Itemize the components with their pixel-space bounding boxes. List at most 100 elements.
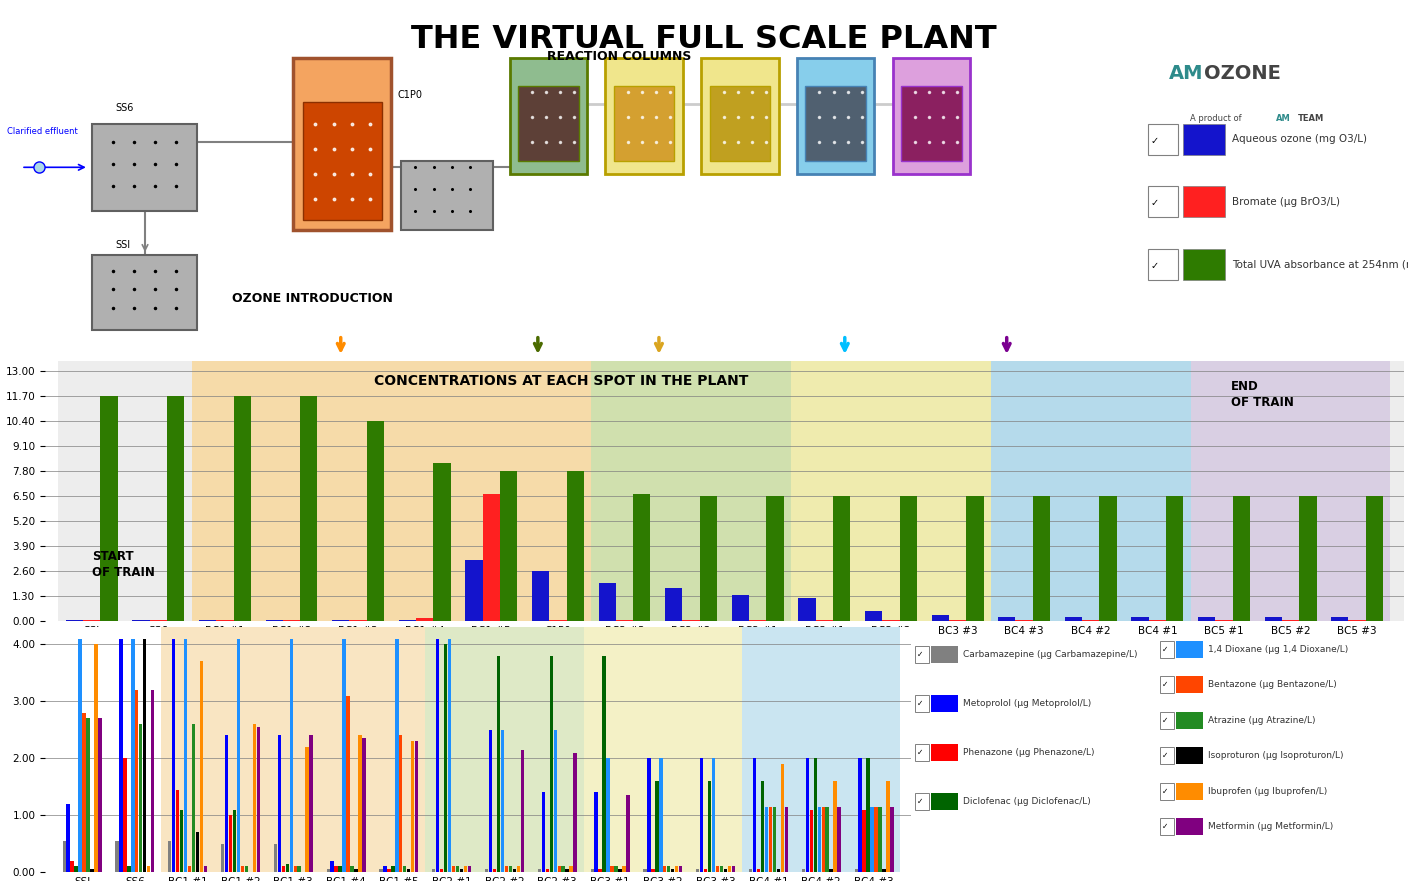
Bar	[700, 759, 704, 872]
Bar	[436, 639, 439, 872]
Text: TEAM: TEAM	[1298, 115, 1325, 123]
Bar	[610, 867, 614, 872]
Bar	[874, 807, 877, 872]
Text: ✓: ✓	[917, 699, 924, 707]
Bar	[542, 792, 545, 872]
Text: OZONE INTRODUCTION: OZONE INTRODUCTION	[232, 292, 393, 306]
Bar	[1160, 712, 1174, 729]
Bar	[86, 718, 90, 872]
Bar	[573, 752, 577, 872]
Bar	[1160, 818, 1174, 835]
Bar	[704, 870, 707, 872]
Bar	[497, 655, 500, 872]
Bar	[598, 582, 615, 621]
Text: CONCENTRATIONS AT EACH SPOT IN THE PLANT: CONCENTRATIONS AT EACH SPOT IN THE PLANT	[375, 374, 749, 389]
Bar	[342, 639, 346, 872]
Bar	[387, 870, 390, 872]
Bar	[230, 815, 232, 872]
Bar	[456, 867, 459, 872]
Bar	[634, 494, 650, 621]
Bar	[865, 611, 883, 621]
Bar	[256, 727, 260, 872]
Bar	[659, 759, 663, 872]
Bar	[401, 161, 493, 230]
Bar	[303, 101, 382, 220]
Bar	[855, 870, 857, 872]
Bar	[814, 759, 817, 872]
Bar	[191, 361, 591, 621]
Bar	[100, 396, 118, 621]
Bar	[915, 646, 929, 663]
Bar	[915, 793, 929, 810]
Text: Diclofenac (μg Diclofenac/L): Diclofenac (μg Diclofenac/L)	[963, 796, 1091, 805]
Bar	[643, 870, 646, 872]
Bar	[760, 781, 765, 872]
Bar	[801, 870, 805, 872]
Bar	[1176, 747, 1202, 765]
Text: ✓: ✓	[917, 649, 924, 659]
Bar	[358, 736, 362, 872]
Bar	[1183, 123, 1225, 155]
Bar	[306, 747, 308, 872]
Bar	[237, 639, 241, 872]
Text: START
OF TRAIN: START OF TRAIN	[92, 550, 155, 579]
Bar	[463, 867, 467, 872]
Bar	[701, 58, 779, 174]
Bar	[732, 867, 735, 872]
Bar	[594, 792, 598, 872]
Bar	[870, 807, 874, 872]
Bar	[293, 867, 297, 872]
Text: Total UVA absorbance at 254nm (m⁻¹): Total UVA absorbance at 254nm (m⁻¹)	[1232, 259, 1408, 270]
Bar	[614, 85, 674, 161]
Bar	[1176, 783, 1202, 800]
Text: ✓: ✓	[1162, 680, 1169, 689]
Bar	[1215, 620, 1232, 621]
Text: Phenazone (μg Phenazone/L): Phenazone (μg Phenazone/L)	[963, 748, 1094, 757]
Bar	[784, 807, 788, 872]
Bar	[452, 867, 455, 872]
Bar	[652, 870, 655, 872]
Bar	[879, 807, 881, 872]
Bar	[127, 867, 131, 872]
Text: ✓: ✓	[917, 796, 924, 805]
Text: Bentazone (μg Bentazone/L): Bentazone (μg Bentazone/L)	[1208, 680, 1338, 689]
Bar	[700, 496, 717, 621]
Bar	[1148, 186, 1178, 218]
Bar	[949, 620, 966, 621]
Text: THE VIRTUAL FULL SCALE PLANT: THE VIRTUAL FULL SCALE PLANT	[411, 24, 997, 56]
Bar	[683, 620, 700, 621]
Bar	[82, 713, 86, 872]
Text: ✓: ✓	[1162, 822, 1169, 832]
Bar	[890, 807, 894, 872]
Bar	[131, 639, 135, 872]
Text: ✓: ✓	[917, 748, 924, 757]
Bar	[821, 807, 825, 872]
Bar	[618, 870, 621, 872]
Bar	[1198, 618, 1215, 621]
Bar	[696, 870, 700, 872]
Bar	[1160, 747, 1174, 765]
Bar	[710, 85, 770, 161]
Bar	[277, 736, 282, 872]
Bar	[667, 867, 670, 872]
Bar	[863, 810, 866, 872]
Bar	[614, 867, 618, 872]
Text: END
OF TRAIN: END OF TRAIN	[1231, 381, 1294, 410]
Bar	[398, 736, 403, 872]
Bar	[749, 620, 766, 621]
Bar	[331, 861, 334, 872]
Bar	[403, 867, 407, 872]
Bar	[1176, 640, 1202, 658]
Bar	[58, 361, 191, 621]
Bar	[818, 807, 821, 872]
Bar	[180, 810, 183, 872]
Bar	[1191, 361, 1408, 621]
Bar	[120, 639, 122, 872]
Bar	[146, 867, 151, 872]
Bar	[566, 471, 584, 621]
Bar	[139, 724, 142, 872]
Bar	[805, 759, 810, 872]
Bar	[398, 620, 415, 621]
Bar	[766, 496, 784, 621]
Bar	[266, 620, 283, 621]
